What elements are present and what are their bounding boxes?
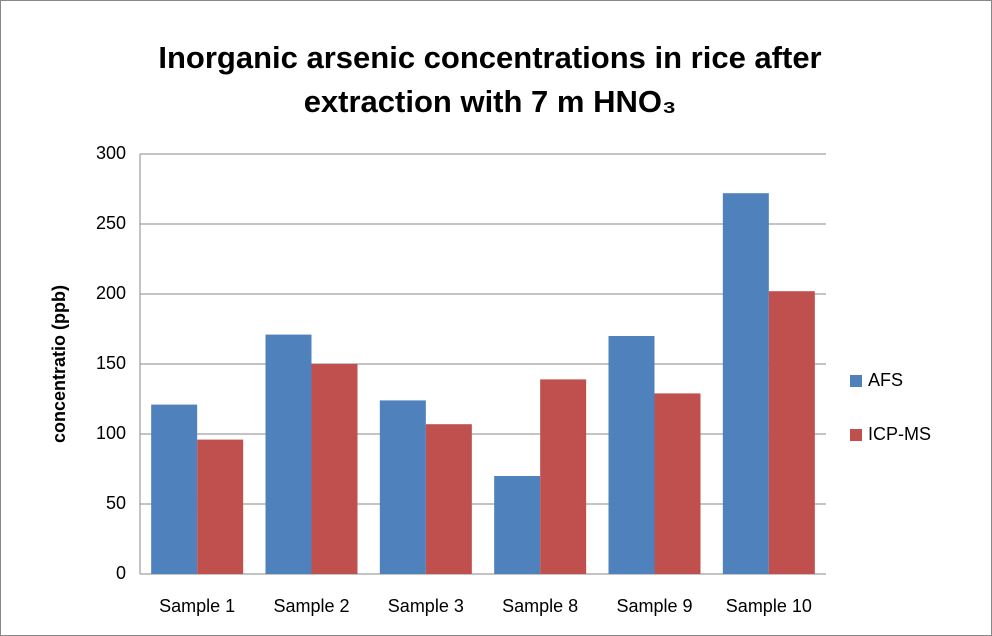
bar [151, 404, 198, 574]
x-tick-label: Sample 8 [502, 596, 578, 616]
bar [425, 424, 472, 574]
y-tick-label: 150 [96, 353, 126, 373]
legend-label: ICP-MS [868, 424, 931, 444]
x-tick-label: Sample 1 [159, 596, 235, 616]
legend-swatch [850, 429, 862, 441]
bar [494, 476, 541, 574]
bar [540, 379, 587, 574]
x-tick-label: Sample 2 [273, 596, 349, 616]
bar [654, 393, 701, 574]
x-tick-label: Sample 3 [388, 596, 464, 616]
bar [197, 439, 244, 574]
legend-label: AFS [868, 370, 903, 390]
bar [722, 193, 769, 574]
y-tick-label: 250 [96, 213, 126, 233]
y-tick-label: 100 [96, 423, 126, 443]
chart-title: Inorganic arsenic concentrations in rice… [158, 40, 822, 119]
y-tick-label: 300 [96, 143, 126, 163]
y-tick-label: 0 [116, 563, 126, 583]
bar [608, 336, 655, 574]
bar [265, 334, 312, 574]
x-tick-label: Sample 9 [616, 596, 692, 616]
bar [768, 291, 815, 574]
bar [311, 364, 358, 574]
y-tick-label: 200 [96, 283, 126, 303]
y-axis-label: concentratio (ppb) [49, 285, 69, 443]
x-tick-label: Sample 10 [726, 596, 812, 616]
y-tick-label: 50 [106, 493, 126, 513]
bar [379, 400, 426, 574]
legend-swatch [850, 375, 862, 387]
